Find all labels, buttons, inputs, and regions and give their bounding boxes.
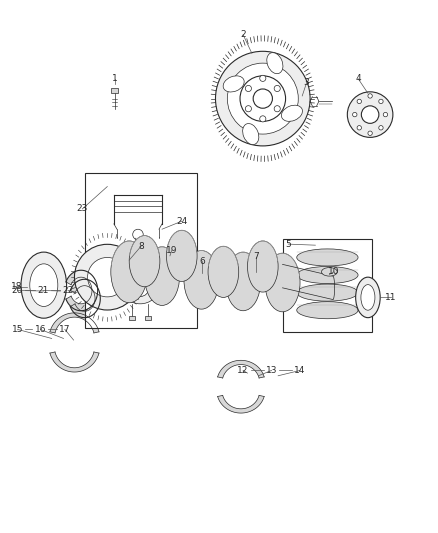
Text: 6: 6 xyxy=(199,257,205,265)
Text: 18: 18 xyxy=(11,282,22,291)
Circle shape xyxy=(253,89,272,108)
Ellipse shape xyxy=(184,251,219,309)
Polygon shape xyxy=(50,352,99,372)
Circle shape xyxy=(361,106,379,123)
Text: 2: 2 xyxy=(240,30,246,39)
Polygon shape xyxy=(218,395,264,413)
Text: 4: 4 xyxy=(356,75,361,83)
Text: 19: 19 xyxy=(166,246,177,255)
Circle shape xyxy=(383,112,388,117)
Text: 10: 10 xyxy=(328,268,339,276)
Text: 16: 16 xyxy=(35,325,46,334)
Polygon shape xyxy=(124,249,150,284)
Circle shape xyxy=(357,126,361,130)
Ellipse shape xyxy=(267,53,283,74)
Text: 24: 24 xyxy=(176,217,187,225)
Circle shape xyxy=(379,126,383,130)
Bar xyxy=(129,316,135,320)
Circle shape xyxy=(368,131,372,135)
Circle shape xyxy=(88,257,127,297)
Text: 22: 22 xyxy=(62,286,74,295)
Circle shape xyxy=(260,116,266,122)
Ellipse shape xyxy=(297,266,358,284)
Ellipse shape xyxy=(297,284,358,301)
Ellipse shape xyxy=(129,236,160,287)
Bar xyxy=(85,173,197,328)
Ellipse shape xyxy=(356,277,380,318)
Circle shape xyxy=(357,99,361,103)
Circle shape xyxy=(368,94,372,98)
Ellipse shape xyxy=(21,252,67,318)
Ellipse shape xyxy=(247,241,278,292)
Text: 1: 1 xyxy=(112,75,118,83)
Polygon shape xyxy=(218,360,264,378)
Circle shape xyxy=(74,244,140,310)
Bar xyxy=(145,316,151,320)
Circle shape xyxy=(379,99,383,103)
Polygon shape xyxy=(50,313,99,333)
Circle shape xyxy=(227,63,298,134)
Ellipse shape xyxy=(297,302,358,319)
Ellipse shape xyxy=(208,246,239,297)
Ellipse shape xyxy=(223,76,244,92)
Text: 13: 13 xyxy=(266,366,277,375)
Polygon shape xyxy=(66,270,98,311)
Ellipse shape xyxy=(30,264,58,306)
Ellipse shape xyxy=(122,272,159,304)
Circle shape xyxy=(240,76,286,122)
Ellipse shape xyxy=(297,249,358,266)
Ellipse shape xyxy=(282,105,303,122)
Text: 17: 17 xyxy=(59,325,71,334)
Circle shape xyxy=(133,229,143,240)
Text: 14: 14 xyxy=(294,366,306,375)
Text: 20: 20 xyxy=(12,286,23,295)
Circle shape xyxy=(260,75,266,82)
Ellipse shape xyxy=(265,253,300,312)
Ellipse shape xyxy=(111,241,148,303)
Polygon shape xyxy=(70,279,100,318)
Circle shape xyxy=(245,106,251,112)
Polygon shape xyxy=(155,246,189,286)
Circle shape xyxy=(131,279,149,296)
Ellipse shape xyxy=(166,230,197,281)
Text: 21: 21 xyxy=(37,286,49,295)
Text: 3: 3 xyxy=(304,78,310,87)
Ellipse shape xyxy=(226,252,261,311)
Circle shape xyxy=(353,112,357,117)
Circle shape xyxy=(274,85,280,92)
Circle shape xyxy=(215,51,310,146)
Bar xyxy=(111,88,118,93)
Circle shape xyxy=(274,106,280,112)
Ellipse shape xyxy=(361,285,375,310)
Circle shape xyxy=(245,85,251,92)
Ellipse shape xyxy=(321,268,337,276)
Text: 15: 15 xyxy=(12,325,23,334)
Text: 7: 7 xyxy=(253,253,259,261)
Circle shape xyxy=(347,92,393,138)
Text: 5: 5 xyxy=(285,240,291,248)
Ellipse shape xyxy=(243,124,259,144)
Text: 12: 12 xyxy=(237,366,249,375)
Polygon shape xyxy=(237,255,268,293)
Polygon shape xyxy=(198,259,226,293)
Ellipse shape xyxy=(145,247,180,305)
Text: 23: 23 xyxy=(77,205,88,213)
Text: 11: 11 xyxy=(385,293,397,302)
Bar xyxy=(283,239,372,332)
Text: 8: 8 xyxy=(138,242,144,251)
